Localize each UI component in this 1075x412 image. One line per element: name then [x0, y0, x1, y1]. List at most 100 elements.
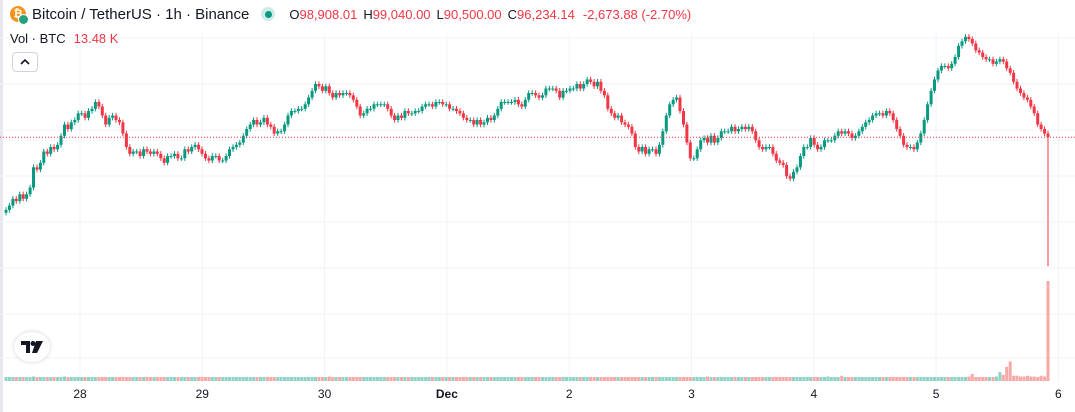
candle-body — [616, 115, 620, 118]
candle-body — [578, 84, 582, 89]
volume-bar — [558, 377, 562, 381]
time-axis-label: 28 — [73, 387, 87, 401]
volume-label[interactable]: Vol · BTC — [10, 30, 66, 46]
volume-bar — [565, 377, 568, 381]
candle-body — [107, 117, 111, 125]
candle-body — [465, 117, 469, 121]
candle-body — [864, 122, 868, 127]
volume-bar — [503, 377, 507, 381]
candle-body — [767, 147, 771, 148]
volume-bar — [1039, 375, 1043, 381]
volume-bar — [578, 377, 582, 381]
volume-bar — [193, 377, 197, 381]
volume-bar — [396, 377, 400, 381]
volume-bar — [83, 377, 87, 381]
candle-body — [929, 90, 933, 105]
candle-body — [18, 194, 22, 202]
market-open-icon[interactable] — [261, 7, 276, 21]
volume-bar — [406, 377, 410, 381]
candle-body — [805, 147, 809, 148]
candle-body — [362, 113, 366, 116]
volume-bar — [348, 377, 352, 381]
candle-body — [169, 156, 173, 157]
volume-bar — [915, 377, 919, 381]
time-axis-label: 6 — [1055, 387, 1062, 401]
volume-bar — [362, 377, 366, 381]
candle-body — [59, 135, 63, 145]
volume-bar — [991, 377, 995, 381]
volume-bar — [307, 377, 311, 381]
volume-bar — [455, 377, 458, 381]
time-axis[interactable]: 28 29 30 Dec 2 3 4 5 6 — [0, 383, 1075, 407]
candle-body — [417, 111, 421, 112]
candle-body — [516, 99, 520, 105]
volume-bar — [957, 377, 961, 381]
candle-body — [461, 113, 465, 118]
volume-bar — [11, 377, 15, 381]
volume-bar — [843, 377, 847, 381]
volume-bar — [424, 377, 428, 381]
volume-bar — [661, 377, 665, 381]
volume-bar — [76, 377, 80, 381]
volume-bar — [737, 377, 740, 381]
volume-bar — [884, 377, 888, 381]
volume-bar — [434, 377, 438, 381]
candle-body — [561, 90, 565, 98]
collapse-legend-button[interactable] — [12, 52, 38, 72]
candle-body — [434, 102, 438, 107]
candle-body — [458, 111, 462, 114]
candle-body — [197, 144, 201, 150]
volume-bar — [255, 377, 259, 381]
volume-bar — [148, 377, 152, 381]
volume-bar — [878, 377, 881, 381]
candle-body — [142, 149, 146, 157]
candle-body — [83, 113, 87, 118]
volume-bar — [499, 377, 503, 381]
candle-body — [238, 142, 242, 145]
candle-body — [155, 151, 159, 154]
volume-bar — [853, 377, 857, 381]
volume-bar — [4, 377, 8, 381]
volume-bar — [836, 377, 840, 381]
volume-bar — [283, 377, 287, 381]
candle-body — [950, 63, 954, 69]
candle-body — [688, 142, 692, 159]
volume-bar — [774, 377, 778, 381]
symbol-title[interactable]: Bitcoin / TetherUS · 1h · Binance — [32, 5, 250, 23]
volume-bar — [864, 377, 868, 381]
volume-bar — [138, 377, 142, 381]
volume-bar — [145, 377, 149, 381]
volume-bar — [1025, 375, 1029, 381]
volume-bar — [468, 377, 472, 381]
volume-bar — [596, 377, 599, 381]
bitcoin-tether-icon[interactable]: ₿ — [10, 6, 29, 25]
volume-bar — [970, 373, 974, 381]
candle-body — [716, 138, 720, 143]
volume-bar — [38, 377, 42, 381]
volume-bar — [155, 377, 159, 381]
volume-bar — [59, 377, 63, 381]
candle-body — [991, 59, 995, 64]
candle-body — [747, 126, 751, 130]
tradingview-logo-icon[interactable] — [14, 332, 50, 362]
volume-bar — [217, 377, 221, 381]
volume-bar — [56, 377, 60, 381]
volume-bar — [234, 377, 238, 381]
volume-bar — [166, 377, 170, 381]
candle-body — [682, 111, 685, 125]
candle-body — [300, 108, 304, 110]
candle-body — [510, 102, 513, 103]
candle-body — [406, 111, 410, 114]
candle-body — [492, 115, 496, 120]
candle-body — [544, 88, 548, 96]
volume-bar — [482, 377, 486, 381]
volume-bar — [902, 377, 906, 381]
candle-body — [960, 41, 964, 46]
candle-body — [761, 147, 765, 150]
candle-body — [874, 113, 878, 116]
volume-bar — [943, 377, 947, 381]
volume-bar — [183, 377, 187, 381]
candle-body — [11, 198, 15, 206]
